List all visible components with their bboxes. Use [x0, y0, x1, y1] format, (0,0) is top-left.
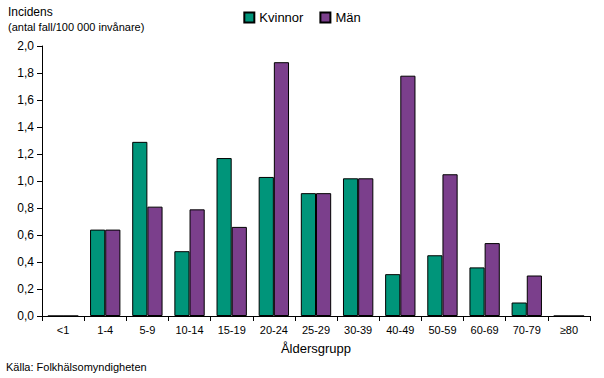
- svg-text:1,6: 1,6: [17, 93, 34, 107]
- svg-text:<1: <1: [57, 324, 70, 336]
- svg-text:Källa: Folkhälsomyndigheten: Källa: Folkhälsomyndigheten: [6, 361, 147, 373]
- svg-text:50-59: 50-59: [428, 324, 456, 336]
- svg-text:2,0: 2,0: [17, 39, 34, 53]
- svg-text:Män: Män: [335, 10, 360, 25]
- svg-text:10-14: 10-14: [175, 324, 203, 336]
- svg-text:1,4: 1,4: [17, 120, 34, 134]
- svg-text:25-29: 25-29: [302, 324, 330, 336]
- svg-text:70-79: 70-79: [513, 324, 541, 336]
- svg-text:30-39: 30-39: [344, 324, 372, 336]
- svg-text:0,0: 0,0: [17, 309, 34, 323]
- svg-text:Kvinnor: Kvinnor: [259, 10, 304, 25]
- svg-text:(antal fall/100 000 invånare): (antal fall/100 000 invånare): [8, 21, 144, 33]
- svg-text:Incidens: Incidens: [8, 5, 53, 19]
- svg-text:Åldersgrupp: Åldersgrupp: [281, 341, 351, 356]
- svg-text:0,2: 0,2: [17, 282, 34, 296]
- svg-text:0,4: 0,4: [17, 255, 34, 269]
- svg-text:20-24: 20-24: [260, 324, 288, 336]
- svg-text:40-49: 40-49: [386, 324, 414, 336]
- svg-text:0,6: 0,6: [17, 228, 34, 242]
- svg-text:5-9: 5-9: [139, 324, 155, 336]
- svg-text:1,8: 1,8: [17, 66, 34, 80]
- svg-text:1-4: 1-4: [97, 324, 113, 336]
- svg-text:60-69: 60-69: [471, 324, 499, 336]
- svg-text:0,8: 0,8: [17, 201, 34, 215]
- svg-text:1,2: 1,2: [17, 147, 34, 161]
- svg-text:15-19: 15-19: [218, 324, 246, 336]
- svg-text:1,0: 1,0: [17, 174, 34, 188]
- svg-text:≥80: ≥80: [560, 324, 578, 336]
